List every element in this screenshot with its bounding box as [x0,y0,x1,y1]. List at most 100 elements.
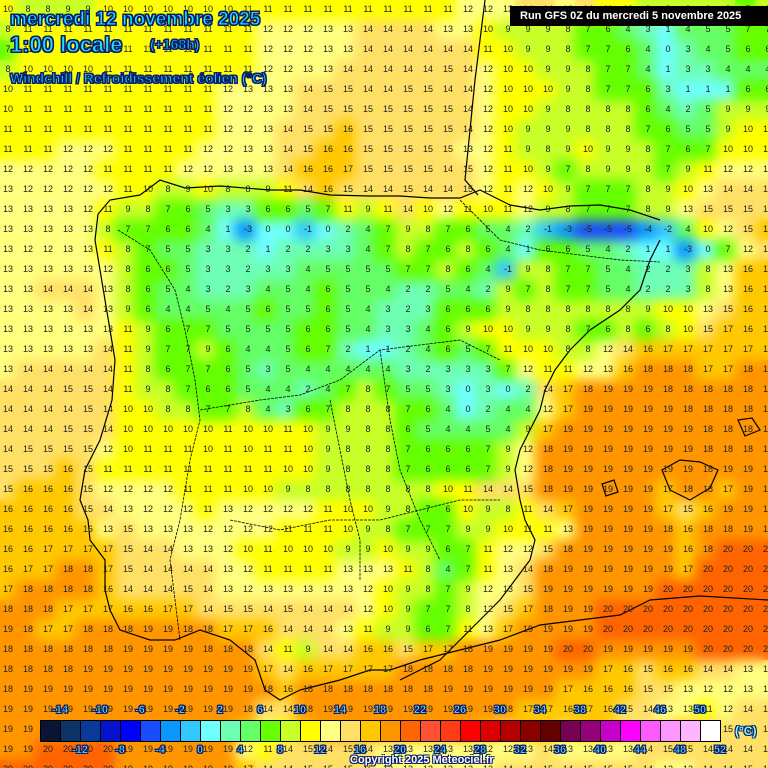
grid-value: 11 [23,124,33,134]
grid-value: 14 [742,704,753,714]
grid-value: 18 [722,404,733,414]
model-run-label: Run GFS 0Z du mercredi 5 novembre 2025 [510,6,768,26]
grid-value: 14 [142,584,153,594]
grid-value: 11 [83,84,93,94]
grid-value: 8 [625,304,631,314]
grid-value: 4 [765,64,768,74]
grid-value: 15 [402,164,413,174]
forecast-date: mercredi 12 novembre 2025 [9,9,261,31]
grid-value: 13 [62,264,73,274]
grid-value: 8 [465,244,471,254]
grid-value: 19 [102,664,113,674]
grid-value: 12 [302,24,313,34]
grid-value: 15 [62,444,73,454]
grid-value: 14 [402,44,413,54]
grid-value: 13 [42,344,53,354]
grid-value: 12 [482,584,493,594]
grid-value: 18 [502,704,513,714]
grid-value: 6 [605,324,611,334]
grid-value: 15 [598,764,618,768]
grid-value: 11 [203,124,213,134]
grid-value: 13 [722,284,733,294]
grid-value: 14 [42,284,53,294]
grid-value: 18 [42,584,53,594]
grid-value: 19 [602,484,613,494]
grid-value: 14 [382,64,393,74]
grid-value: 11 [203,464,213,474]
grid-value: 8 [645,204,651,214]
grid-value: 15 [22,444,33,454]
grid-value: 19 [642,444,653,454]
legend-swatch [301,721,321,741]
grid-value: 9 [525,264,531,274]
grid-value: 17 [602,664,613,674]
grid-value: 13 [582,744,593,754]
grid-value: 6 [285,204,291,214]
grid-value: 19 [622,644,633,654]
grid-value: 18 [42,664,53,674]
grid-value: 6 [445,444,451,454]
grid-value: 8 [345,444,351,454]
grid-value: 14 [542,744,553,754]
grid-value: 9 [405,624,411,634]
grid-value: 14 [462,84,473,94]
grid-value: 12 [378,764,398,768]
grid-value: 10 [542,344,553,354]
grid-value: 14 [702,664,713,674]
grid-value: 15 [422,124,433,134]
grid-value: 19 [562,444,573,454]
grid-value: 6 [425,464,431,474]
grid-value: 16 [742,284,753,294]
grid-value: 14 [162,584,173,594]
grid-value: 19 [642,404,653,414]
grid-value: -2 [663,224,672,234]
grid-value: 19 [602,584,613,594]
grid-value: 12 [522,464,533,474]
grid-value: 13 [102,524,113,534]
grid-value: 10 [282,544,293,554]
grid-value: 11 [183,144,193,154]
grid-value: 13 [282,584,293,594]
grid-value: 13 [702,304,713,314]
grid-value: 12 [222,544,233,554]
grid-value: 18 [82,644,93,654]
grid-value: 16 [622,684,633,694]
grid-value: 12 [482,744,493,754]
grid-value: 14 [182,564,193,574]
copyright: Copyright 2025 Meteociel.fr [350,754,494,766]
grid-value: 8 [365,424,371,434]
grid-value: 13 [2,304,13,314]
grid-value: 10 [482,204,493,214]
grid-value: 20 [722,604,733,614]
grid-value: 3 [685,44,691,54]
grid-value: 19 [322,704,333,714]
grid-value: 13 [2,204,13,214]
grid-value: 11 [163,144,173,154]
grid-value: 19 [182,664,193,674]
grid-value: 11 [263,444,273,454]
grid-value: 6 [305,404,311,414]
grid-value: 13 [662,704,673,714]
grid-value: 5 [285,304,291,314]
grid-value: 3 [645,24,651,34]
grid-value: 7 [425,604,431,614]
grid-value: 20 [742,564,753,574]
grid-value: 12 [482,4,493,14]
grid-value: 17 [542,424,553,434]
grid-value: 10 [262,484,273,494]
grid-value: 7 [585,184,591,194]
grid-value: 15 [402,104,413,114]
grid-value: 19 [642,464,653,474]
grid-value: 7 [405,404,411,414]
grid-value: 10 [542,184,553,194]
grid-value: 19 [582,504,593,514]
grid-value: 7 [225,404,231,414]
grid-value: 5 [705,24,711,34]
grid-value: 18 [2,664,13,674]
grid-value: 10 [522,64,533,74]
grid-value: 17 [422,644,433,654]
grid-value: 12 [282,504,293,514]
grid-value: 12 [282,64,293,74]
grid-value: 3 [205,244,211,254]
legend-tick: 18 [373,704,387,717]
